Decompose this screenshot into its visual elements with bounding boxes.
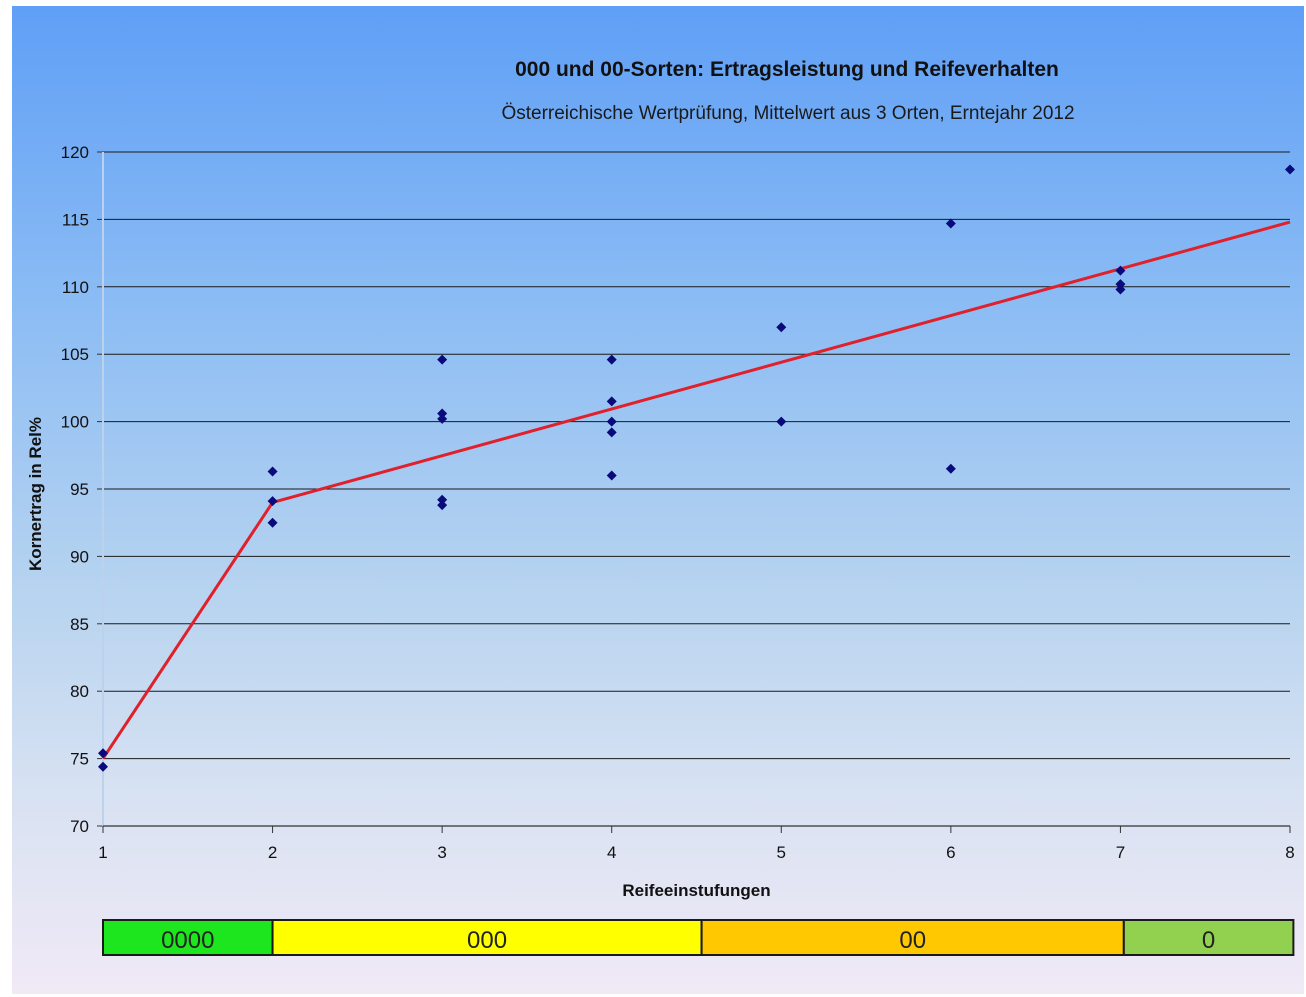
data-point xyxy=(606,354,617,365)
data-point xyxy=(606,416,617,427)
data-point xyxy=(606,427,617,438)
y-tick-label: 100 xyxy=(61,413,89,432)
x-tick-label: 6 xyxy=(946,843,955,862)
y-tick-label: 80 xyxy=(70,682,89,701)
chart-subtitle: Österreichische Wertprüfung, Mittelwert … xyxy=(501,103,1075,124)
y-tick-label: 70 xyxy=(70,817,89,836)
data-point xyxy=(1115,265,1126,276)
y-tick-label: 75 xyxy=(70,750,89,769)
y-axis-title: Kornertrag in Rel% xyxy=(26,417,45,571)
x-tick-label: 1 xyxy=(98,843,107,862)
trend-line-group xyxy=(101,220,1291,760)
axes xyxy=(97,151,1291,833)
data-points xyxy=(98,164,1295,772)
chart-title: 000 und 00-Sorten: Ertragsleistung und R… xyxy=(515,58,1059,81)
maturity-band xyxy=(1122,919,1295,956)
x-tick-labels: 1 2 3 4 5 6 7 8 xyxy=(98,843,1294,862)
maturity-bands: 0000 000 00 0 xyxy=(102,919,1295,956)
data-point xyxy=(776,416,787,427)
data-point xyxy=(98,748,108,759)
maturity-band xyxy=(271,919,703,956)
maturity-band-label: 00 xyxy=(899,927,926,954)
y-tick-label: 105 xyxy=(61,345,89,364)
data-point xyxy=(606,396,617,407)
y-tick-label: 115 xyxy=(62,210,89,229)
trend-line xyxy=(101,220,1291,760)
data-point xyxy=(1115,284,1126,295)
x-tick-label: 3 xyxy=(437,843,446,862)
y-tick-labels: 70 75 80 85 90 95 100 105 110 115 120 xyxy=(61,143,89,836)
y-tick-label: 110 xyxy=(62,278,89,297)
data-point xyxy=(267,466,278,477)
data-point xyxy=(1285,164,1295,175)
data-point xyxy=(267,517,278,528)
x-tick-label: 7 xyxy=(1116,843,1125,862)
maturity-band-label: 0 xyxy=(1202,927,1215,954)
chart-background xyxy=(12,6,1304,994)
data-point xyxy=(945,463,956,474)
data-point xyxy=(437,408,448,419)
data-point xyxy=(776,322,787,333)
data-point xyxy=(437,500,448,511)
data-point xyxy=(606,470,617,481)
x-axis-title: Reifeeinstufungen xyxy=(622,881,770,900)
data-point xyxy=(98,761,108,772)
y-tick-label: 90 xyxy=(70,547,89,566)
y-tick-label: 95 xyxy=(70,480,89,499)
x-tick-label: 8 xyxy=(1285,843,1294,862)
data-point xyxy=(437,354,448,365)
x-tick-label: 4 xyxy=(607,843,616,862)
grid-lines xyxy=(103,151,1290,760)
data-point xyxy=(267,496,278,507)
data-point xyxy=(437,494,448,505)
data-point xyxy=(437,413,448,424)
maturity-band-label: 0000 xyxy=(161,927,214,954)
data-point xyxy=(945,218,956,229)
x-tick-label: 2 xyxy=(268,843,277,862)
maturity-band-label: 000 xyxy=(467,927,507,954)
x-tick-label: 5 xyxy=(777,843,786,862)
y-tick-label: 85 xyxy=(70,615,89,634)
data-point xyxy=(1115,279,1126,290)
y-tick-label: 120 xyxy=(61,143,89,162)
